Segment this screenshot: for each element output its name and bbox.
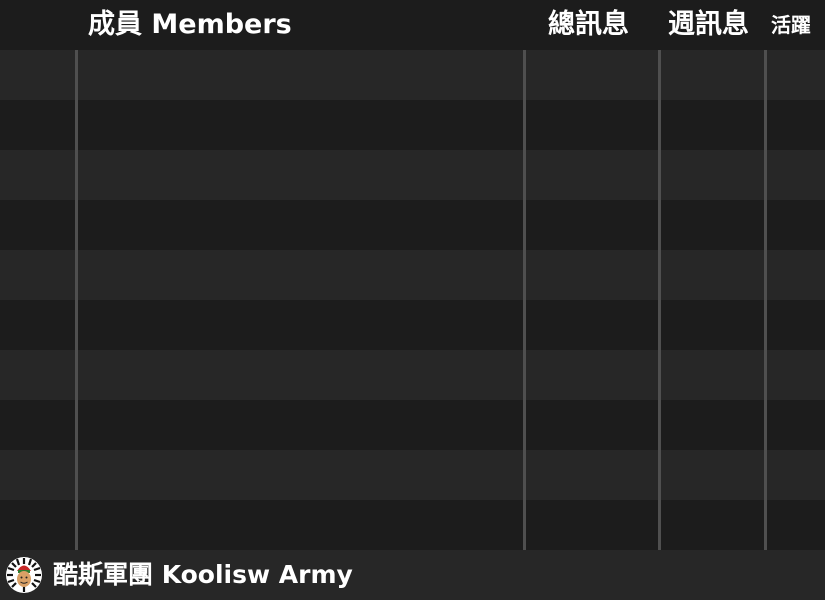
- footer-bar: 酷斯軍團 Koolisw Army: [0, 550, 825, 600]
- table-row: [0, 50, 825, 100]
- column-divider: [75, 50, 78, 550]
- members-column-header: 成員 Members: [88, 9, 292, 40]
- table-row: [0, 100, 825, 150]
- footer-title: 酷斯軍團 Koolisw Army: [53, 560, 353, 589]
- member-table-body: [0, 50, 825, 550]
- weekly-messages-column-header: 週訊息: [668, 9, 749, 40]
- table-row: [0, 150, 825, 200]
- table-header: 成員 Members 總訊息 週訊息 活躍: [0, 0, 825, 50]
- table-row: [0, 450, 825, 500]
- koolisw-army-logo-icon: [6, 557, 42, 593]
- table-row: [0, 400, 825, 450]
- column-divider: [658, 50, 661, 550]
- activity-column-header: 活躍: [771, 13, 811, 37]
- table-row: [0, 500, 825, 550]
- total-messages-column-header: 總訊息: [548, 9, 629, 40]
- table-row: [0, 350, 825, 400]
- column-divider: [523, 50, 526, 550]
- column-divider: [764, 50, 767, 550]
- table-row: [0, 200, 825, 250]
- table-row: [0, 250, 825, 300]
- table-row: [0, 300, 825, 350]
